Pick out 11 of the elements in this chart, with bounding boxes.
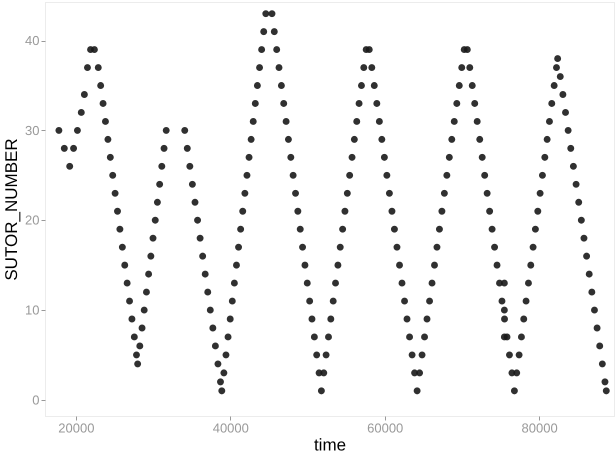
y-tick-label: 40 (25, 33, 40, 48)
x-tick-label: 80000 (522, 420, 558, 436)
x-tick-label: 40000 (212, 420, 249, 436)
y-tick-label: 0 (32, 392, 40, 408)
x-tick-label: 20000 (58, 420, 94, 436)
x-tick-label: 60000 (367, 420, 404, 436)
x-axis-title: time (314, 436, 346, 454)
y-tick-label: 20 (25, 212, 40, 228)
y-tick-label: 10 (25, 302, 40, 318)
y-tick-label: 30 (25, 122, 40, 138)
y-axis-title: SUTOR_NUMBER (2, 138, 22, 281)
